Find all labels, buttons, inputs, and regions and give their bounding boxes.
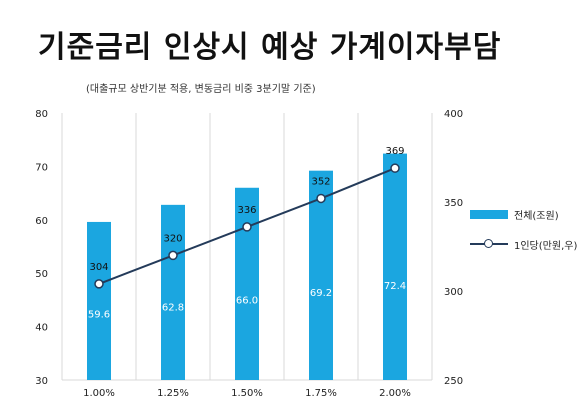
line-value-label: 320 (163, 233, 182, 244)
x-tick-label: 1.50% (231, 388, 263, 399)
y-left-tick-label: 60 (35, 216, 48, 227)
bar (87, 221, 111, 380)
x-tick-label: 2.00% (379, 388, 411, 399)
bar-value-label: 59.6 (88, 310, 110, 321)
legend-item-line: 1인당(만원,우) (470, 236, 577, 252)
bar-value-label: 72.4 (384, 281, 406, 292)
chart-title: 기준금리 인상시 예상 가계이자부담 (38, 30, 502, 65)
x-tick-label: 1.00% (83, 388, 115, 399)
y-right-tick-label: 350 (444, 198, 463, 209)
bar (309, 170, 333, 380)
bar (383, 153, 407, 380)
y-left-tick-label: 30 (35, 376, 48, 387)
legend-bar-label: 전체(조원) (514, 210, 559, 222)
y-left-tick-label: 80 (35, 109, 48, 120)
line-point (390, 163, 400, 173)
y-left-tick-label: 70 (35, 162, 48, 173)
bar-series (87, 153, 407, 380)
line-value-label: 369 (385, 146, 404, 157)
line-series (94, 163, 400, 289)
x-tick-label: 1.25% (157, 388, 189, 399)
bar-value-label: 69.2 (310, 288, 332, 299)
bar-value-label: 66.0 (236, 295, 258, 306)
line-point (316, 193, 326, 204)
chart-subtitle: (대출규모 상반기분 적용, 변동금리 비중 3분기말 기준) (86, 84, 316, 95)
y-left-tick-label: 40 (35, 323, 48, 334)
bar (235, 187, 259, 380)
bar (161, 204, 185, 380)
line-point (168, 250, 178, 261)
line-point (94, 279, 104, 289)
legend-line-label: 1인당(만원,우) (514, 240, 578, 252)
y-right-tick-label: 400 (444, 109, 463, 120)
y-right-tick-label: 300 (444, 287, 463, 298)
line-value-label: 352 (311, 176, 330, 187)
bar-value-label: 62.8 (162, 302, 184, 313)
y-right-tick-label: 250 (444, 376, 463, 387)
x-tick-label: 1.75% (305, 388, 337, 399)
legend: 전체(조원) 1인당(만원,우) (470, 206, 577, 266)
legend-line-swatch (470, 239, 508, 249)
line-value-label: 336 (237, 205, 256, 216)
legend-bar-swatch (470, 209, 508, 219)
data-labels: 59.6 62.8 66.0 69.2 72.4 304 320 336 352 369 (88, 146, 406, 320)
axis-layer: 30 40 50 60 70 80 250 300 350 400 1.00% 1.25% 1.50% 1… (35, 109, 463, 399)
legend-item-bar: 전체(조원) (470, 206, 577, 222)
y-left-tick-label: 50 (35, 269, 48, 280)
line-value-label: 304 (89, 262, 108, 273)
line-point (242, 222, 252, 232)
